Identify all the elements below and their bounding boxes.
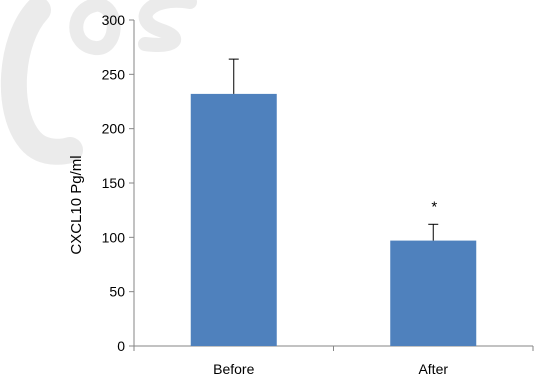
x-axis-labels: Before After bbox=[213, 361, 448, 377]
x-axis bbox=[133, 345, 534, 351]
annotations: * bbox=[431, 198, 437, 215]
bar-after bbox=[390, 240, 477, 346]
bar-before bbox=[190, 93, 277, 346]
bars bbox=[190, 93, 477, 346]
y-tick-label: 150 bbox=[102, 175, 126, 191]
y-tick-label: 100 bbox=[102, 229, 126, 245]
y-tick-label: 300 bbox=[102, 12, 126, 28]
x-tick-label: After bbox=[418, 361, 448, 377]
significance-marker: * bbox=[431, 198, 437, 215]
error-bars bbox=[228, 58, 439, 241]
x-tick-label: Before bbox=[213, 361, 254, 377]
y-tick-label: 50 bbox=[109, 284, 125, 300]
y-tick-label: 250 bbox=[102, 66, 126, 82]
y-axis-ticks: 0 50 100 150 200 250 300 bbox=[102, 12, 135, 354]
y-axis-title: CXCL10 Pg/ml bbox=[68, 155, 85, 254]
y-tick-label: 0 bbox=[117, 338, 125, 354]
y-tick-label: 200 bbox=[102, 121, 126, 137]
watermark bbox=[0, 0, 197, 165]
